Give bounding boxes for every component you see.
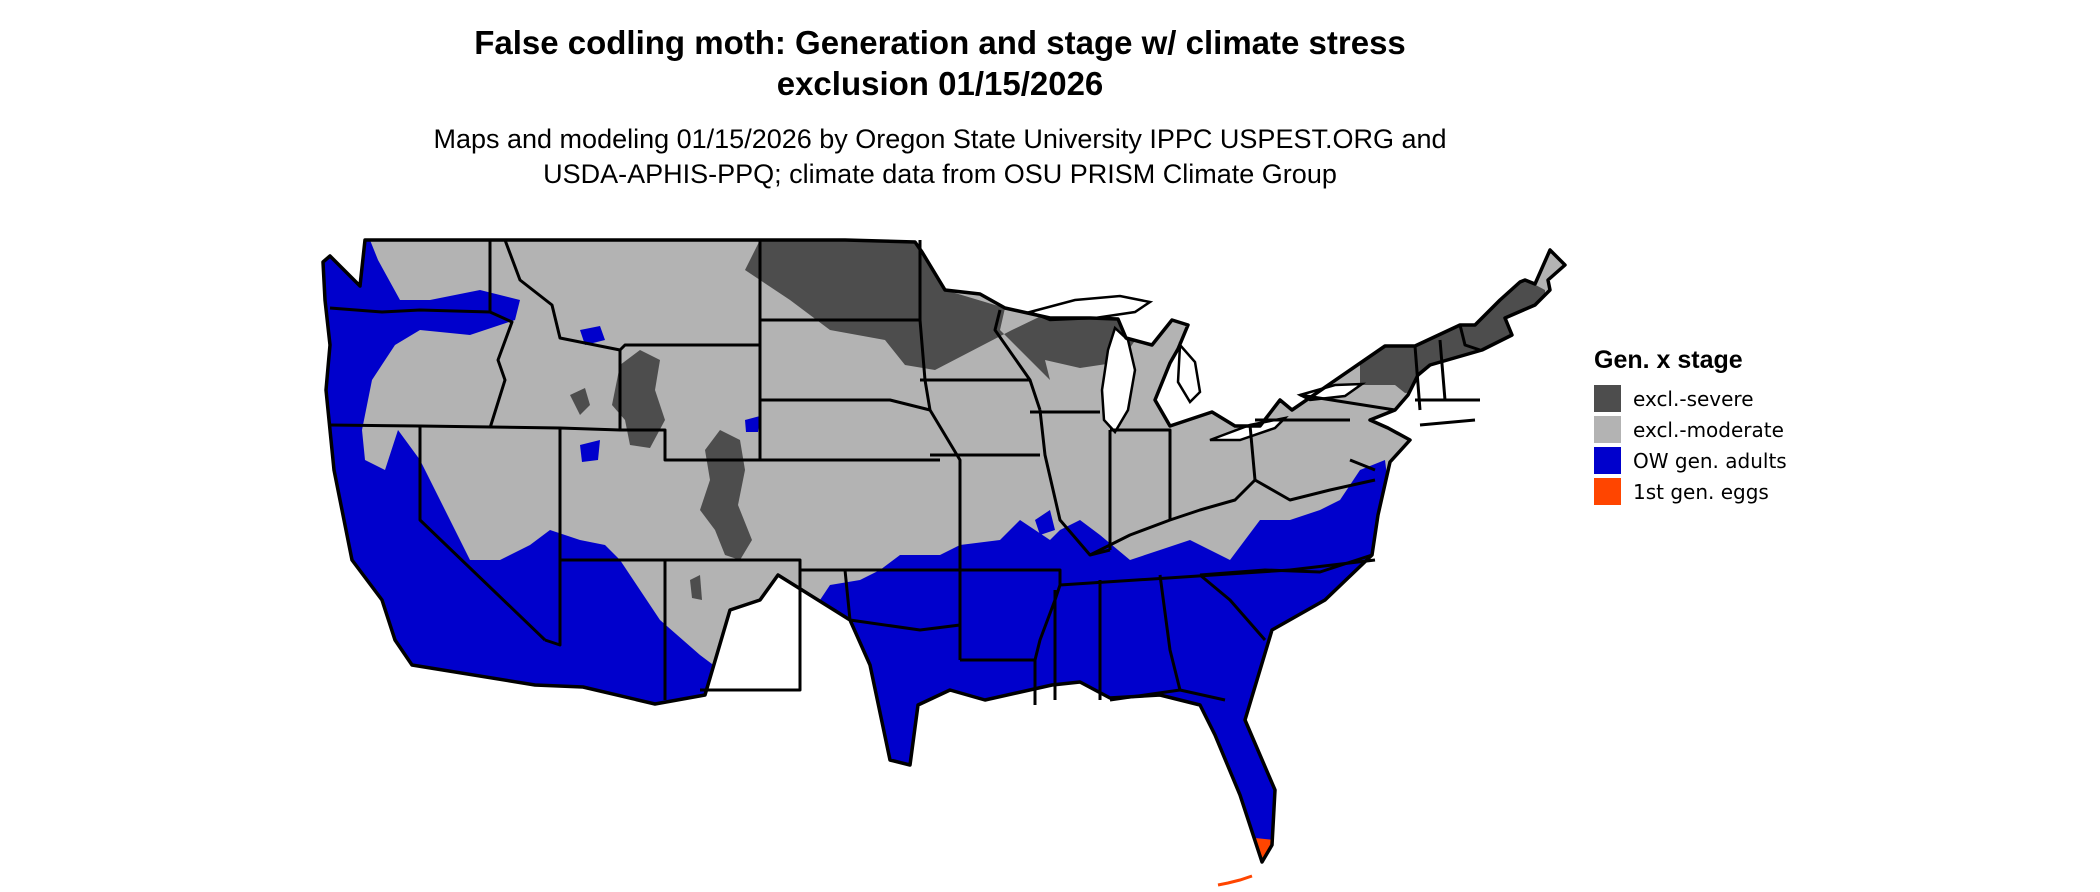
great-lakes	[1026, 294, 1367, 442]
region-excl-severe-idaho	[570, 388, 590, 415]
legend-label-excl-severe: excl.-severe	[1633, 386, 1754, 411]
legend-item-excl-moderate: excl.-moderate	[1594, 414, 1787, 445]
region-ow-adults-utah	[580, 440, 600, 462]
map-title-line-1: False codling moth: Generation and stage…	[474, 24, 1406, 61]
map-subtitle-line-1: Maps and modeling 01/15/2026 by Oregon S…	[433, 124, 1447, 154]
region-ow-adults-ohio-valley	[1035, 510, 1055, 535]
region-ow-adults-west	[323, 240, 720, 720]
legend-title: Gen. x stage	[1594, 346, 1743, 374]
map-subtitle-line-2: USDA-APHIS-PPQ; climate data from OSU PR…	[543, 159, 1337, 189]
legend-label-first-gen-eggs: 1st gen. eggs	[1633, 479, 1769, 504]
region-excl-severe-colorado	[700, 430, 752, 560]
florida-keys	[1217, 874, 1253, 887]
region-excl-severe-new-mexico	[690, 575, 702, 600]
region-excl-severe-upper-midwest	[745, 240, 1150, 380]
map-title: False codling moth: Generation and stage…	[190, 22, 1690, 104]
lake-huron	[1176, 341, 1202, 405]
legend-label-ow-adults: OW gen. adults	[1633, 448, 1787, 473]
map-subtitle: Maps and modeling 01/15/2026 by Oregon S…	[190, 122, 1690, 192]
legend-swatch-ow-adults	[1594, 447, 1621, 474]
legend-swatch-excl-severe	[1594, 385, 1621, 412]
legend-item-first-gen-eggs: 1st gen. eggs	[1594, 476, 1787, 507]
legend-swatch-first-gen-eggs	[1594, 478, 1621, 505]
region-excl-severe-northeast	[1360, 282, 1545, 393]
map-title-line-2: exclusion 01/15/2026	[776, 65, 1104, 102]
map-legend: Gen. x stage excl.-severe excl.-moderate…	[1594, 346, 1787, 507]
state-boundaries	[321, 238, 1567, 864]
legend-swatch-excl-moderate	[1594, 416, 1621, 443]
lake-michigan	[1100, 325, 1137, 435]
region-ow-adults-wyoming	[745, 416, 760, 432]
legend-item-excl-severe: excl.-severe	[1594, 383, 1787, 414]
stage-regions	[323, 240, 1565, 862]
region-excl-severe-wyoming	[612, 350, 665, 448]
legend-label-excl-moderate: excl.-moderate	[1633, 417, 1784, 442]
us-outline	[321, 238, 1567, 864]
region-ow-adults-idaho	[580, 326, 605, 345]
legend-item-ow-adults: OW gen. adults	[1594, 445, 1787, 476]
